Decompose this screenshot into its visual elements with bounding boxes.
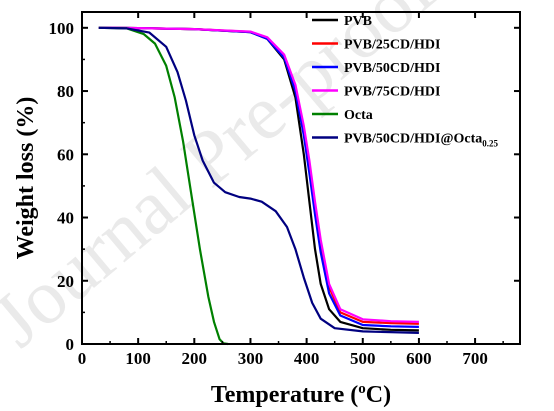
legend-label: PVB/50CD/HDI (344, 61, 440, 76)
x-tick-label: 600 (406, 349, 432, 368)
y-tick-label: 60 (57, 145, 74, 164)
y-axis-title: Weight loss (%) (13, 97, 39, 260)
legend-label: PVB/50CD/HDI@Octa0.25 (344, 132, 499, 149)
x-tick-label: 100 (125, 349, 151, 368)
x-axis-title: Temperature (oC) (211, 381, 391, 408)
x-tick-label: 0 (78, 349, 87, 368)
y-tick-label: 40 (57, 209, 74, 228)
y-tick-label: 80 (57, 82, 74, 101)
x-tick-label: 400 (294, 349, 320, 368)
axes: 0 100 200 300 400 500 600 700 0 20 40 60 80 100 Temper… (13, 11, 521, 408)
plot-area (98, 26, 419, 346)
series-line-4 (98, 26, 419, 323)
legend-label: PVB/25CD/HDI (344, 38, 440, 53)
y-tick-label: 20 (57, 272, 74, 291)
legend-label: PVB (344, 14, 372, 29)
legend-label: Octa (344, 108, 373, 123)
watermark: Journal Pre-proof (0, 0, 451, 363)
legend-label: PVB/75CD/HDI (344, 85, 440, 100)
plot-frame (81, 11, 521, 345)
legend: PVB PVB/25CD/HDI PVB/50CD/HDI PVB/75CD/HDI O… (312, 14, 499, 149)
y-tick-label: 100 (49, 19, 75, 38)
y-tick-label: 0 (66, 335, 75, 354)
x-tick-label: 200 (182, 349, 208, 368)
series-line-5 (98, 26, 229, 346)
x-tick-label: 500 (350, 349, 376, 368)
series-line-6 (98, 26, 419, 334)
x-tick-label: 300 (238, 349, 264, 368)
x-tick-label: 700 (462, 349, 488, 368)
